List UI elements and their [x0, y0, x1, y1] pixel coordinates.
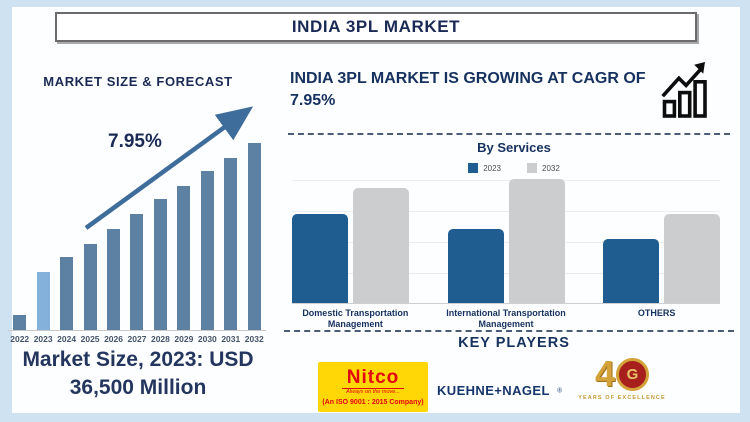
forty-years-subtext: YEARS OF EXCELLENCE	[578, 395, 666, 401]
services-bar-2032	[508, 179, 565, 303]
nitco-logo-subtext: (An ISO 9001 : 2015 Company)	[322, 399, 424, 406]
forecast-year-label: 2022	[10, 334, 30, 344]
services-chart-title: By Services	[477, 140, 551, 155]
forecast-bar-2032	[247, 143, 261, 330]
services-bar-2032	[353, 188, 409, 303]
forecast-year-label: 2026	[104, 334, 123, 344]
nitco-logo-name: Nitco	[346, 367, 400, 388]
divider-dashed-top	[288, 133, 730, 135]
market-size-line1: Market Size, 2023: USD	[22, 348, 254, 371]
growth-chart-icon	[661, 62, 707, 118]
services-bar-group	[603, 214, 720, 303]
services-bar-group	[292, 188, 409, 303]
forty-years-logo: 4 G YEARS OF EXCELLENCE	[570, 356, 674, 412]
forecast-bar-2022	[13, 315, 27, 330]
forecast-bar-2025	[83, 244, 97, 330]
legend-item-2023: 2023	[468, 163, 501, 173]
forecast-year-label: 2030	[197, 334, 217, 344]
forty-years-numeral: 4	[594, 353, 616, 394]
services-bar-2023	[292, 214, 348, 303]
services-legend: 2023 2032	[288, 163, 740, 173]
kuehne-nagel-logo: KUEHNE+NAGEL	[437, 374, 562, 406]
forecast-year-label: 2025	[80, 334, 100, 344]
forty-years-mark: 4 G	[594, 353, 650, 394]
trend-arrow-icon	[84, 106, 254, 230]
forecast-year-label: 2023	[33, 334, 53, 344]
services-bar-2032	[664, 214, 720, 303]
forecast-bar-2030	[200, 171, 214, 330]
key-players-title: KEY PLAYERS	[458, 335, 570, 351]
legend-label: 2032	[542, 163, 560, 173]
kuehne-nagel-logo-name: KUEHNE+NAGEL	[437, 382, 550, 398]
nitco-logo: Nitco Always on the move... (An ISO 9001…	[318, 362, 428, 412]
forecast-year-label: 2027	[127, 334, 147, 344]
services-category-label: Domestic Transportation Management	[302, 308, 409, 330]
services-bar-2023	[447, 229, 504, 303]
nitco-logo-tagline: Always on the move...	[342, 388, 404, 395]
anchor-icon	[556, 387, 562, 393]
services-bar-2023	[603, 239, 659, 303]
forecast-bar-2028	[153, 199, 167, 330]
forecast-bar-2026	[107, 229, 121, 330]
growth-headline: INDIA 3PL MARKET IS GROWING AT CAGR OF 7…	[290, 70, 646, 109]
forecast-year-label: 2032	[244, 334, 264, 344]
services-plot	[292, 179, 720, 304]
header-box: INDIA 3PL MARKET	[55, 12, 697, 42]
page-title: INDIA 3PL MARKET	[291, 17, 461, 36]
forecast-year-label: 2029	[174, 334, 194, 344]
market-size-line2: 36,500 Million	[69, 375, 207, 399]
forecast-bar-2029	[177, 186, 191, 330]
forty-years-emblem: G	[616, 357, 650, 391]
services-bar-group	[447, 179, 565, 303]
forecast-bar-2031	[224, 158, 238, 330]
legend-item-2032: 2032	[527, 163, 560, 173]
forecast-bars	[8, 142, 266, 331]
services-category-label: OTHERS	[637, 308, 676, 318]
forecast-labels: 2022 2023 2024 2025 2026 2027 2028 2029 2030 2031…	[8, 334, 266, 344]
cagr-value-label: 7.95%	[108, 131, 162, 152]
services-category-label: International Transportation Management	[446, 308, 566, 330]
forecast-year-label: 2024	[57, 334, 77, 344]
forecast-bar-2024	[60, 257, 74, 330]
forty-years-emblem-letter: G	[626, 365, 639, 383]
services-labels: Domestic Transportation Management Intern…	[280, 308, 732, 331]
legend-swatch-2023	[468, 163, 479, 173]
market-size-callout: Market Size, 2023: USD 36,500 Million	[0, 346, 276, 401]
legend-label: 2023	[483, 163, 501, 173]
forecast-bar-2027	[130, 214, 144, 330]
forecast-year-label: 2031	[221, 334, 241, 344]
forecast-chart-title: MARKET SIZE & FORECAST	[43, 74, 233, 89]
legend-swatch-2032	[527, 163, 537, 173]
divider-dashed-bottom	[284, 330, 734, 332]
forecast-bar-2023	[36, 272, 50, 330]
forecast-year-label: 2028	[150, 334, 170, 344]
